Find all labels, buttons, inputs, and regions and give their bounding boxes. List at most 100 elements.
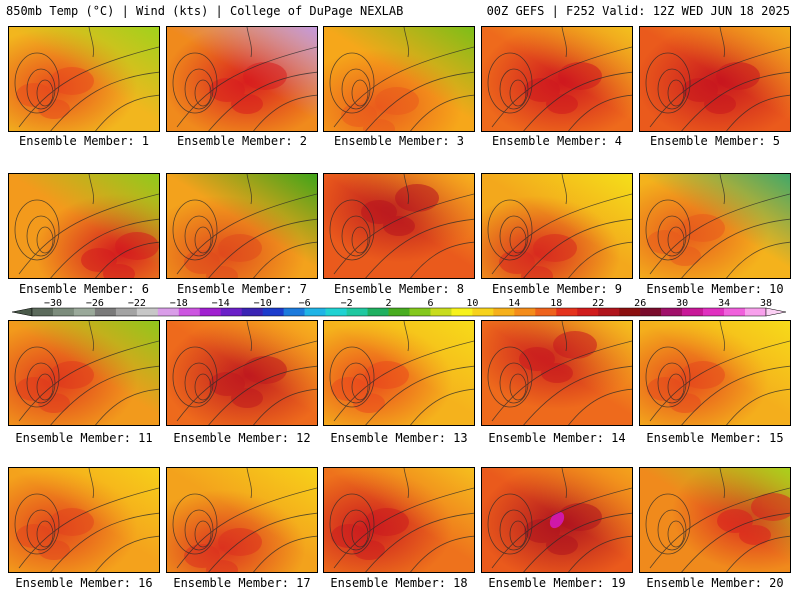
colorbar-tick-label: −14: [212, 298, 230, 309]
temperature-field-map: [482, 321, 632, 425]
temperature-field-map: [167, 27, 317, 131]
colorbar-swatch: [472, 308, 494, 316]
colorbar-swatch: [367, 308, 389, 316]
ensemble-member-label: Ensemble Member: 2: [176, 134, 308, 148]
model-run-info: 00Z GEFS | F252 Valid: 12Z WED JUN 18 20…: [486, 4, 790, 18]
ensemble-member-label: Ensemble Member: 13: [330, 431, 468, 445]
temperature-field-map: [640, 321, 790, 425]
ensemble-member-label: Ensemble Member: 14: [488, 431, 626, 445]
colorbar-tick-label: 14: [508, 298, 520, 309]
colorbar-tick-label: 6: [427, 298, 433, 309]
colorbar-swatch: [73, 308, 96, 316]
ensemble-member-map: [481, 173, 633, 279]
colorbar-tick-label: −30: [44, 298, 62, 309]
temperature-field-map: [640, 27, 790, 131]
temperature-field-map: [167, 321, 317, 425]
map-title: 850mb Temp (°C) | Wind (kts) | College o…: [6, 4, 404, 18]
colorbar-tick-label: 18: [550, 298, 562, 309]
ensemble-member-map: [639, 467, 791, 573]
height-contours: [645, 27, 790, 131]
temperature-field-map: [324, 27, 474, 131]
colorbar-swatch: [598, 308, 620, 316]
colorbar-swatch: [556, 308, 578, 316]
ensemble-member-map: [639, 320, 791, 426]
colorbar-swatch: [388, 308, 410, 316]
colorbar-swatch: [304, 308, 326, 316]
temperature-field-map: [482, 174, 632, 278]
temperature-field-map: [324, 174, 474, 278]
ensemble-member-label: Ensemble Member: 4: [491, 134, 623, 148]
ensemble-member-label: Ensemble Member: 20: [646, 576, 784, 590]
height-contours: [645, 468, 790, 572]
ensemble-member-map: [166, 173, 318, 279]
height-contours: [487, 468, 632, 572]
ensemble-member-label: Ensemble Member: 18: [330, 576, 468, 590]
colorbar-swatch: [577, 308, 599, 316]
colorbar-swatch: [535, 308, 557, 316]
ensemble-member-map: [481, 320, 633, 426]
colorbar-swatch: [430, 308, 452, 316]
colorbar-swatch: [52, 308, 75, 316]
colorbar-swatch: [262, 308, 284, 316]
colorbar-left-arrow: [11, 307, 33, 317]
ensemble-member-label: Ensemble Member: 15: [646, 431, 784, 445]
colorbar-swatch: [514, 308, 536, 316]
ensemble-member-label: Ensemble Member: 16: [15, 576, 153, 590]
ensemble-member-label: Ensemble Member: 7: [176, 282, 308, 296]
colorbar-tick-label: −6: [299, 298, 311, 309]
colorbar-swatch: [241, 308, 263, 316]
colorbar-tick-label: 10: [466, 298, 478, 309]
ensemble-member-label: Ensemble Member: 11: [15, 431, 153, 445]
colorbar-tick-label: −26: [86, 298, 104, 309]
height-contours: [172, 174, 317, 278]
height-contours: [172, 27, 317, 131]
max-temperature-peak: [549, 511, 565, 529]
height-contours: [487, 321, 632, 425]
temperature-field-map: [482, 468, 632, 572]
ensemble-member-map: [166, 467, 318, 573]
colorbar-tick-label: −2: [341, 298, 353, 309]
temperature-field-map: [9, 468, 159, 572]
ensemble-member-map: [8, 26, 160, 132]
ensemble-member-label: Ensemble Member: 8: [333, 282, 465, 296]
ensemble-member-map: [323, 467, 475, 573]
ensemble-member-map: [481, 467, 633, 573]
temperature-field-map: [9, 174, 159, 278]
colorbar-swatch: [220, 308, 243, 316]
height-contours: [172, 468, 317, 572]
temperature-field-map: [167, 468, 317, 572]
ensemble-member-label: Ensemble Member: 10: [646, 282, 784, 296]
ensemble-member-map: [639, 26, 791, 132]
colorbar-swatch: [703, 308, 725, 316]
colorbar-tick-label: 38: [760, 298, 772, 309]
temperature-colorbar: −30 −26 −22 −18 −14 −10 −6 −2 2 6 10 14 18 22 26 30 34 38…: [11, 298, 787, 317]
height-contours: [329, 27, 474, 131]
ensemble-member-map: [166, 320, 318, 426]
colorbar-tick-label: −18: [170, 298, 188, 309]
height-contours: [14, 174, 159, 278]
temperature-field-map: [324, 321, 474, 425]
colorbar-tick-label: 30: [676, 298, 688, 309]
colorbar-tick-label: 2: [385, 298, 391, 309]
height-contours: [487, 27, 632, 131]
temperature-field-map: [9, 321, 159, 425]
ensemble-member-map: [323, 173, 475, 279]
ensemble-member-map: [323, 320, 475, 426]
colorbar-swatch: [157, 308, 180, 316]
colorbar-tick-label: −22: [128, 298, 146, 309]
colorbar-swatch: [619, 308, 641, 316]
height-contours: [14, 468, 159, 572]
ensemble-member-map: [323, 26, 475, 132]
colorbar-tick-label: −10: [254, 298, 272, 309]
colorbar-swatch: [493, 308, 515, 316]
ensemble-member-label: Ensemble Member: 9: [491, 282, 623, 296]
colorbar-swatch: [283, 308, 305, 316]
temperature-field-map: [640, 174, 790, 278]
colorbar-swatch: [451, 308, 473, 316]
height-contours: [329, 468, 474, 572]
ensemble-member-label: Ensemble Member: 19: [488, 576, 626, 590]
height-contours: [329, 174, 474, 278]
colorbar-swatch: [115, 308, 138, 316]
colorbar-swatch: [745, 308, 767, 316]
colorbar-swatch: [178, 308, 201, 316]
